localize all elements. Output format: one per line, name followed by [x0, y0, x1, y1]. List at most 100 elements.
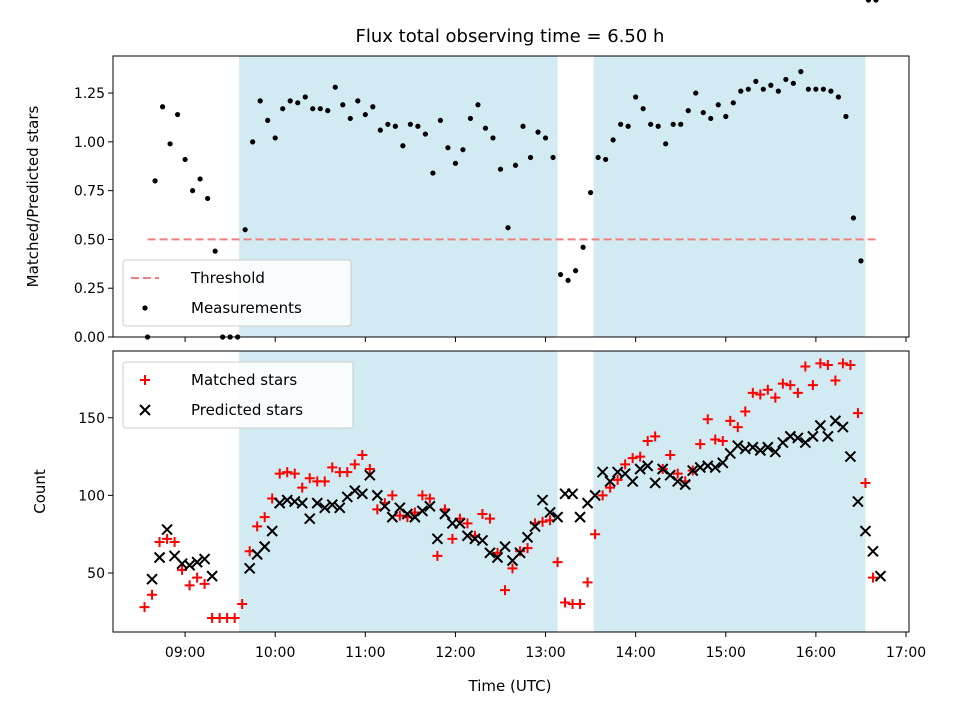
- measurement-point: [693, 90, 699, 96]
- predicted-point: [536, 494, 549, 506]
- predicted-point: [349, 485, 361, 497]
- measurement-point: [572, 268, 579, 274]
- predicted-point: [529, 520, 541, 533]
- measurement-point: [512, 162, 519, 168]
- measurement-point: [190, 188, 196, 194]
- matched-point: [845, 359, 856, 370]
- matched-point: [702, 414, 713, 425]
- predicted-point: [514, 547, 526, 559]
- y-tick-label: 0.50: [74, 232, 105, 248]
- matched-point: [259, 512, 270, 523]
- predicted-point: [364, 469, 376, 481]
- measurement-point: [482, 125, 489, 131]
- measurement-point: [527, 154, 534, 161]
- predicted-point: [754, 444, 767, 457]
- matched-point: [822, 359, 833, 370]
- matched-point: [695, 439, 706, 450]
- y-axis-label: Matched/Predicted stars: [24, 106, 42, 288]
- measurement-point: [828, 88, 834, 94]
- chart-title: Flux total observing time = 6.50 h: [356, 26, 665, 47]
- measurement-point: [422, 131, 428, 137]
- predicted-point: [206, 570, 218, 582]
- matched-point: [740, 406, 751, 417]
- predicted-point: [439, 508, 451, 520]
- measurement-point: [167, 141, 173, 147]
- matched-point: [349, 459, 360, 470]
- matched-point: [237, 599, 248, 610]
- matched-point: [447, 533, 458, 544]
- predicted-point: [769, 446, 782, 458]
- matched-point: [725, 415, 736, 426]
- predicted-point: [311, 497, 323, 509]
- predicted-point: [243, 562, 256, 575]
- matched-point: [304, 473, 315, 484]
- predicted-point: [356, 488, 369, 500]
- plot-frame: [112, 350, 910, 633]
- predicted-point: [604, 475, 616, 488]
- measurement-point: [610, 137, 616, 143]
- measurement-point: [798, 69, 804, 75]
- y-tick-label: 150: [78, 411, 105, 427]
- predicted-point: [837, 421, 849, 433]
- predicted-point: [424, 500, 436, 512]
- measurement-point: [467, 115, 474, 122]
- measurement-point: [400, 143, 406, 149]
- measurement-point: [723, 113, 729, 120]
- matched-point: [800, 361, 811, 372]
- measurement-point: [678, 121, 684, 127]
- predicted-point: [491, 551, 504, 564]
- predicted-point: [807, 430, 819, 443]
- measurement-point: [618, 121, 624, 127]
- predicted-point: [258, 540, 271, 553]
- y-axis-label: Count: [31, 469, 49, 514]
- predicted-point: [296, 497, 308, 509]
- measurement-point: [152, 178, 158, 184]
- predicted-point: [274, 497, 286, 509]
- x-tick-label: 12:00: [435, 645, 475, 661]
- matched-point: [582, 577, 593, 588]
- matched-point: [710, 434, 721, 445]
- predicted-point: [319, 502, 331, 514]
- measurement-point: [542, 135, 549, 141]
- measurement-point: [287, 98, 293, 104]
- measurement-point: [535, 129, 541, 135]
- observing-window: [593, 351, 866, 632]
- predicted-point: [146, 573, 158, 585]
- measurement-point: [790, 80, 796, 86]
- predicted-point: [717, 457, 729, 469]
- matched-point: [154, 536, 165, 547]
- matched-point: [229, 613, 240, 624]
- measurement-point: [497, 166, 504, 172]
- plot-frame: [112, 55, 910, 338]
- measurement-point: [760, 86, 766, 92]
- predicted-point: [476, 534, 489, 547]
- matched-point: [252, 521, 263, 532]
- predicted-point: [304, 512, 316, 525]
- predicted-point: [499, 540, 511, 553]
- measurement-point: [603, 156, 609, 163]
- matched-point: [815, 358, 826, 369]
- matched-point: [515, 546, 526, 557]
- measurement-point: [437, 117, 444, 123]
- matched-point: [274, 468, 285, 479]
- y-tick-label: 0.25: [74, 281, 105, 297]
- matched-point: [605, 482, 616, 493]
- legend-box: [122, 259, 352, 327]
- predicted-point: [551, 511, 564, 523]
- predicted-point: [334, 502, 346, 514]
- matched-point: [192, 572, 203, 583]
- predicted-point: [762, 441, 774, 453]
- predicted-point: [687, 464, 699, 477]
- measurement-point: [753, 78, 759, 84]
- legend-label: Predicted stars: [191, 401, 303, 419]
- x-tick-label: 11:00: [345, 645, 385, 661]
- predicted-point: [198, 553, 211, 565]
- predicted-point: [679, 478, 691, 491]
- measurement-point: [738, 88, 744, 94]
- measurement-point: [708, 115, 714, 122]
- measurement-point: [670, 121, 676, 127]
- matched-point: [635, 451, 646, 462]
- measurement-point: [460, 147, 466, 153]
- matched-point: [612, 474, 623, 485]
- legend-label: Measurements: [191, 299, 302, 317]
